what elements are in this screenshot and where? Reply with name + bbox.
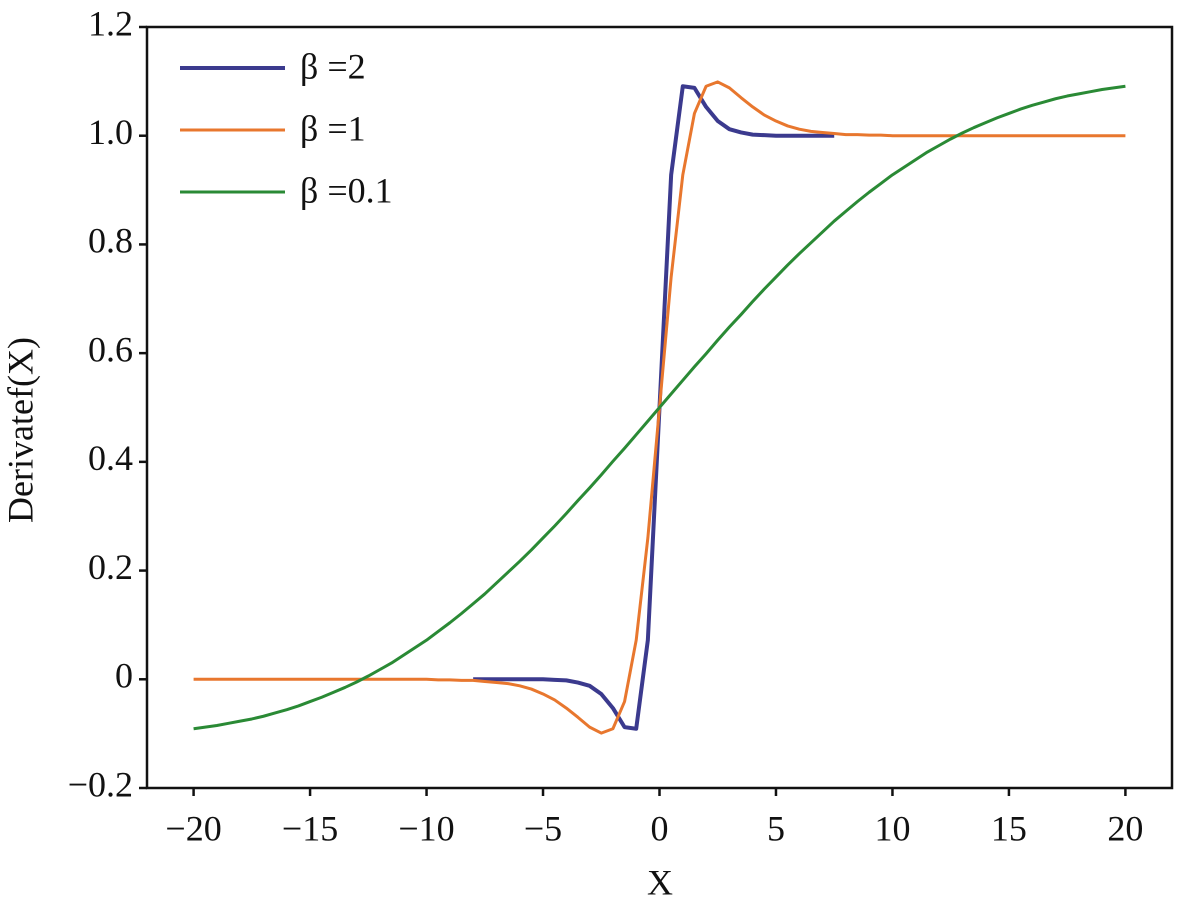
legend-label: β =0.1 xyxy=(300,170,393,210)
series-line xyxy=(473,84,835,731)
x-tick-label: −5 xyxy=(524,808,562,848)
y-tick-label: −0.2 xyxy=(68,764,133,804)
x-tick-label: 15 xyxy=(991,808,1027,848)
x-tick-label: −15 xyxy=(282,808,338,848)
y-tick-label: 1.0 xyxy=(88,112,133,152)
x-tick-label: 0 xyxy=(651,808,669,848)
legend-label: β =2 xyxy=(300,46,366,86)
x-tick-label: 10 xyxy=(874,808,910,848)
y-tick-label: 1.2 xyxy=(88,3,133,43)
y-tick-label: 0.8 xyxy=(88,221,133,261)
x-tick-label: 20 xyxy=(1107,808,1143,848)
y-axis-label: Derivatef(X) xyxy=(0,337,40,523)
x-tick-label: −10 xyxy=(398,808,454,848)
series-line xyxy=(193,84,1126,731)
legend-label: β =1 xyxy=(300,108,366,148)
y-tick-label: 0.2 xyxy=(88,547,133,587)
y-tick-label: 0.4 xyxy=(88,438,133,478)
x-axis-label: X xyxy=(647,862,673,902)
x-tick-label: 5 xyxy=(767,808,785,848)
y-tick-label: 0 xyxy=(115,656,133,696)
x-tick-label: −20 xyxy=(165,808,221,848)
y-tick-label: 0.6 xyxy=(88,329,133,369)
